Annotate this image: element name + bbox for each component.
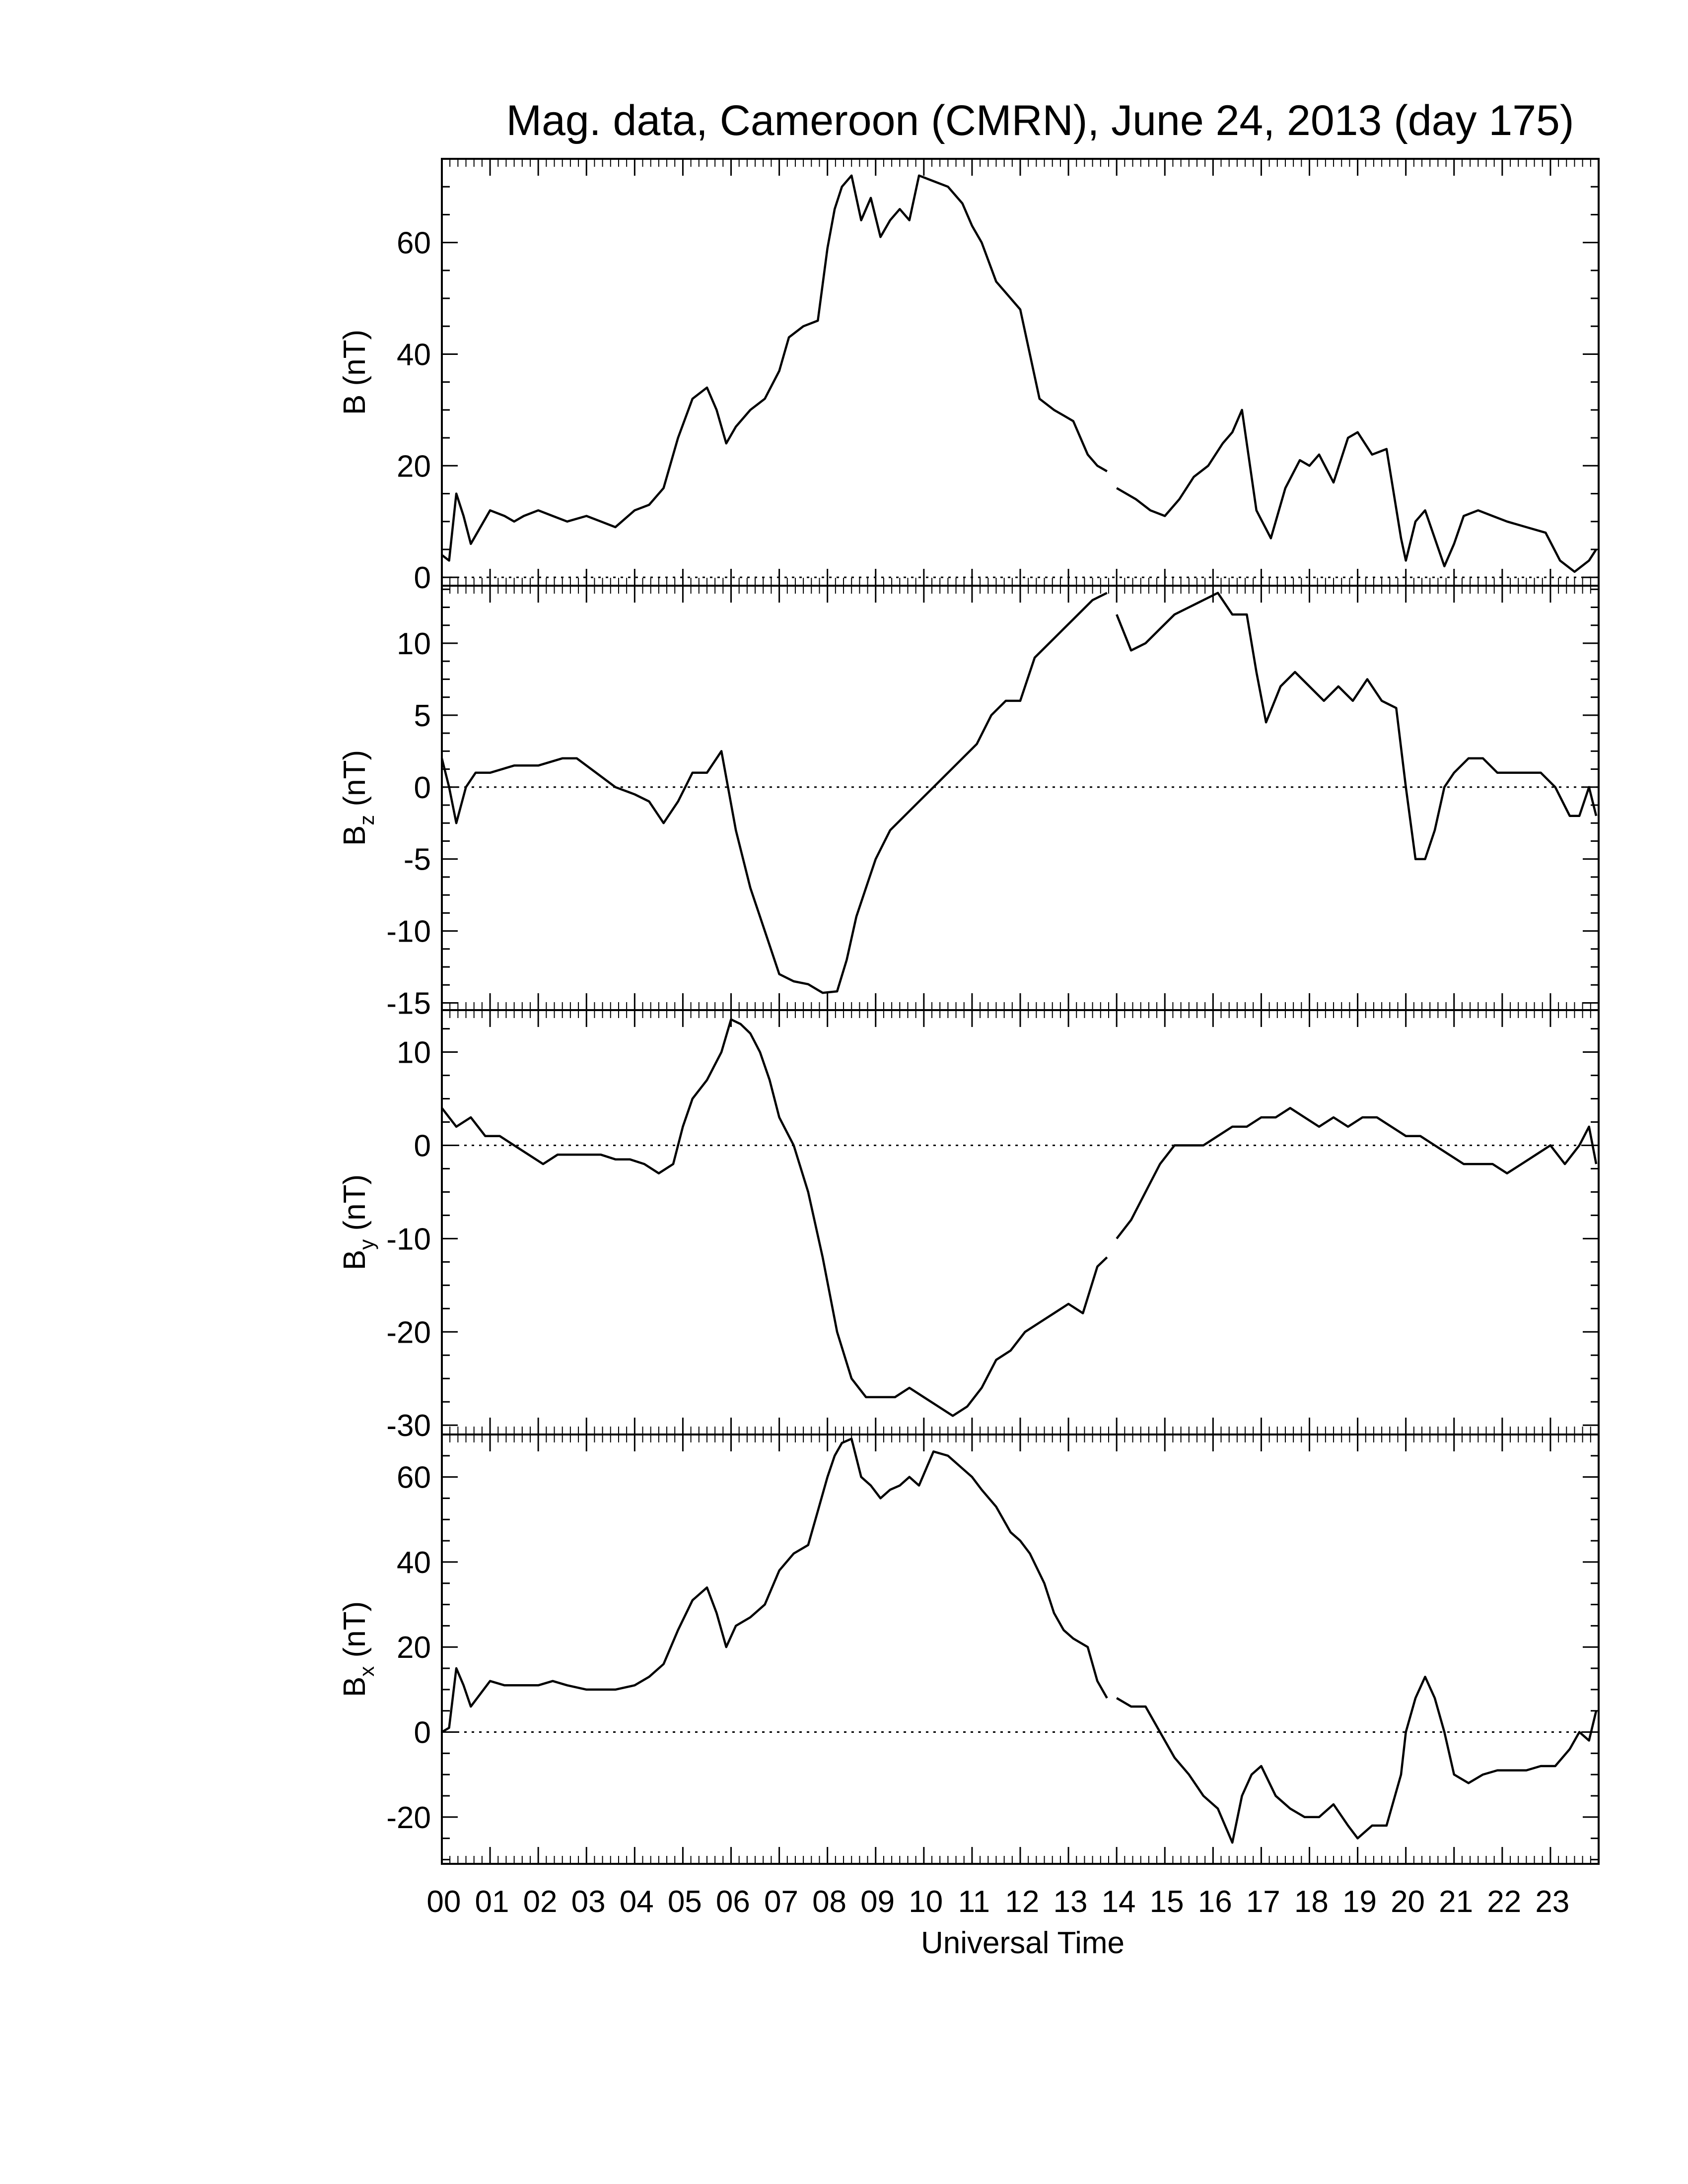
x-tick-label: 18 xyxy=(1294,1885,1329,1919)
y-tick-label: -20 xyxy=(386,1315,431,1350)
y-tick-label: 60 xyxy=(397,1461,431,1495)
series-line-By-1 xyxy=(1116,1107,1598,1239)
y-label-symbol: B xyxy=(338,825,372,846)
x-tick-label: 15 xyxy=(1150,1885,1184,1919)
x-tick-label: 02 xyxy=(523,1885,558,1919)
x-tick-label: 11 xyxy=(958,1885,990,1919)
panel-B: 0 20 40 60 B (nT) xyxy=(338,158,1600,595)
series-line-Bz-1 xyxy=(1116,592,1598,860)
series-line-Bx-1 xyxy=(1116,1675,1598,1844)
y-tick-label: -10 xyxy=(386,915,431,949)
y-tick-label: 10 xyxy=(397,1036,431,1070)
x-tick-label: 13 xyxy=(1053,1885,1087,1919)
y-label-subscript: y xyxy=(355,1239,378,1250)
x-tick-label: 17 xyxy=(1246,1885,1280,1919)
y-tick-label: 20 xyxy=(397,1631,431,1665)
series-line-Bz-0 xyxy=(440,592,1108,994)
x-tick-label: 07 xyxy=(764,1885,798,1919)
y-tick-label: 0 xyxy=(414,1129,431,1163)
x-tick-label: 03 xyxy=(571,1885,606,1919)
panel-Bx: -20 0 20 40 60 Bx (nT) xyxy=(338,1433,1600,1865)
x-tick-label: 09 xyxy=(860,1885,895,1919)
panel-Bz: -15 -10 -5 0 5 10 Bz (nT) xyxy=(338,585,1600,1021)
y-tick-label: 0 xyxy=(414,1716,431,1750)
y-axis-label-Bx: Bx (nT) xyxy=(338,1601,378,1697)
y-tick-label: 5 xyxy=(414,699,431,733)
x-tick-label: 23 xyxy=(1535,1885,1569,1919)
x-tick-label: 06 xyxy=(716,1885,750,1919)
y-label-symbol: B xyxy=(338,1677,372,1697)
y-label-unit: (nT) xyxy=(338,330,372,395)
x-tick-label: 16 xyxy=(1198,1885,1232,1919)
series-line-By-0 xyxy=(441,1018,1108,1417)
series-line-Bx-0 xyxy=(441,1437,1108,1733)
x-tick-label: 01 xyxy=(475,1885,509,1919)
x-tick-label: 20 xyxy=(1391,1885,1425,1919)
x-axis-label: Universal Time xyxy=(921,1926,1125,1960)
x-tick-labels: 00 01 02 03 04 05 06 07 08 09 10 11 12 13 14 15 16 17 18 19… xyxy=(426,1885,1569,1919)
series-line-B-1 xyxy=(1116,409,1597,573)
y-tick-label: -5 xyxy=(404,843,431,877)
x-tick-label: 22 xyxy=(1487,1885,1521,1919)
chart-title: Mag. data, Cameroon (CMRN), June 24, 201… xyxy=(506,97,1574,144)
y-tick-label: 60 xyxy=(397,226,431,261)
y-tick-label: 0 xyxy=(414,561,431,595)
y-label-unit: (nT) xyxy=(338,1601,372,1666)
y-label-unit: (nT) xyxy=(338,750,372,815)
y-axis-label-By: By (nT) xyxy=(338,1174,378,1270)
x-tick-label: 12 xyxy=(1005,1885,1039,1919)
y-tick-label: 10 xyxy=(397,627,431,661)
y-tick-label: 20 xyxy=(397,449,431,483)
y-tick-label: -20 xyxy=(386,1801,431,1835)
x-tick-label: 08 xyxy=(812,1885,846,1919)
y-label-symbol: B xyxy=(338,395,372,415)
x-tick-label: 00 xyxy=(426,1885,461,1919)
x-tick-label: 04 xyxy=(620,1885,654,1919)
y-tick-label: 0 xyxy=(414,771,431,805)
y-tick-label: -15 xyxy=(386,987,431,1021)
x-tick-label: 19 xyxy=(1342,1885,1377,1919)
y-label-subscript: z xyxy=(355,815,378,825)
x-tick-label: 14 xyxy=(1102,1885,1136,1919)
panel-By: -30 -20 -10 0 10 By (nT) xyxy=(338,1009,1600,1443)
y-tick-label: 40 xyxy=(397,338,431,372)
y-tick-label: 40 xyxy=(397,1546,431,1580)
y-label-unit: (nT) xyxy=(338,1174,372,1239)
y-label-symbol: B xyxy=(338,1250,372,1270)
series-line-B-0 xyxy=(441,174,1108,562)
x-tick-label: 05 xyxy=(668,1885,702,1919)
y-axis-label-B: B (nT) xyxy=(338,330,372,415)
y-tick-label: -10 xyxy=(386,1222,431,1256)
y-tick-label: -30 xyxy=(386,1409,431,1443)
x-tick-label: 21 xyxy=(1439,1885,1473,1919)
x-tick-label: 10 xyxy=(909,1885,943,1919)
y-label-subscript: x xyxy=(355,1666,378,1677)
y-axis-label-Bz: Bz (nT) xyxy=(338,750,378,846)
